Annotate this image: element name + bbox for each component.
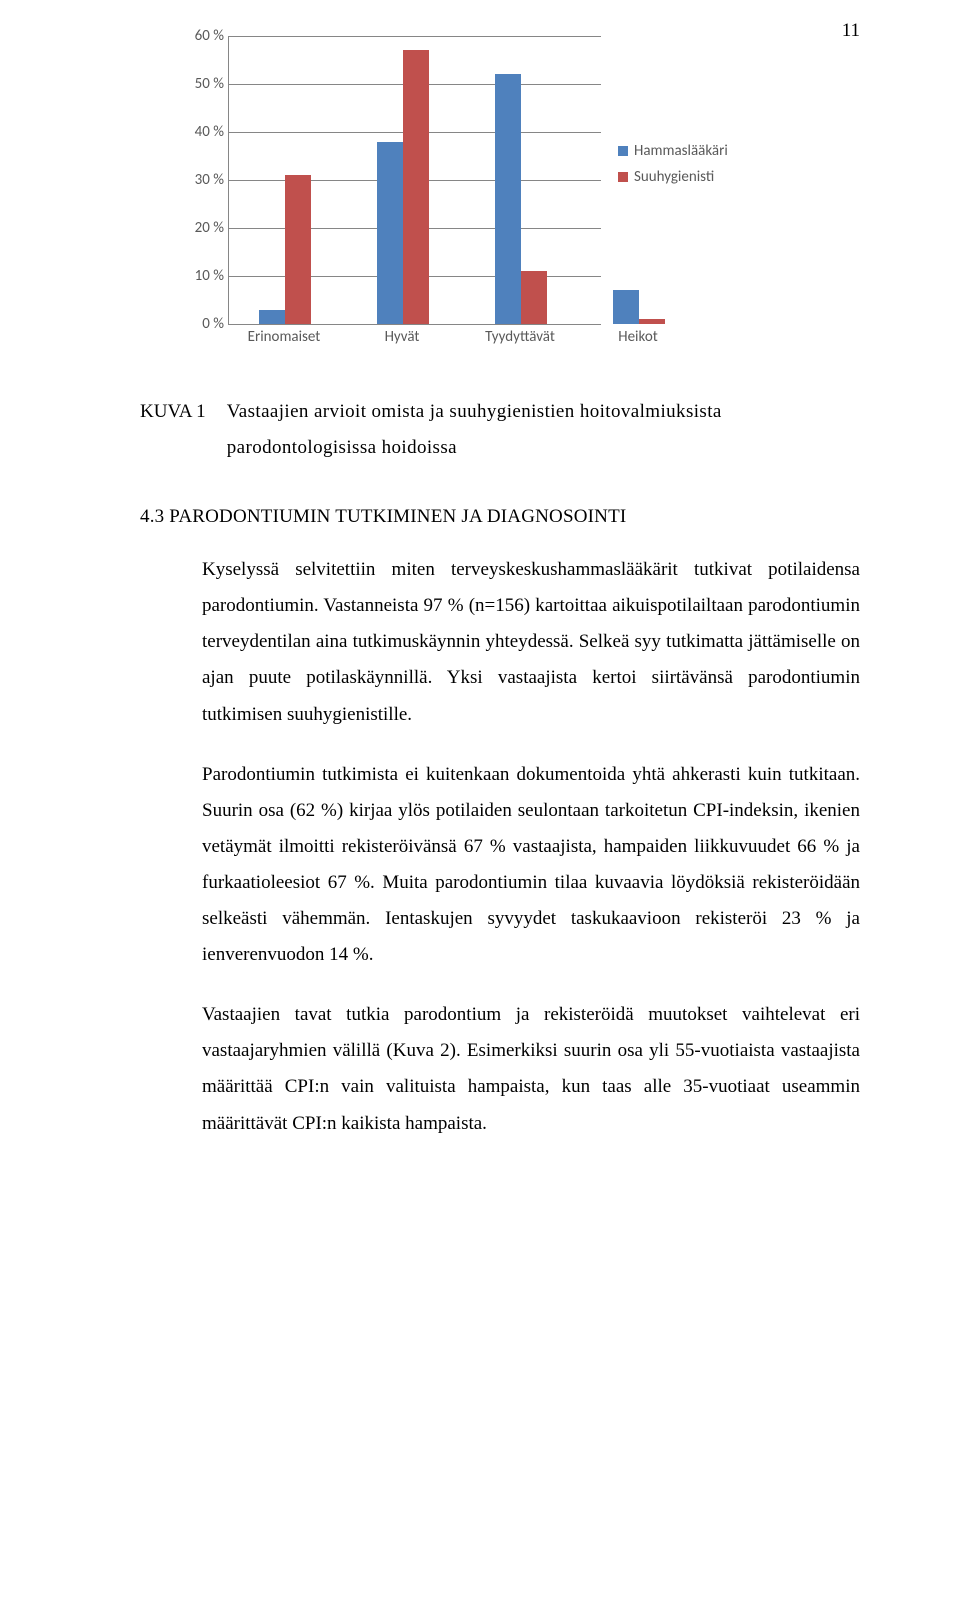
chart-gridline — [229, 36, 601, 37]
legend-item: Hammaslääkäri — [618, 142, 728, 160]
chart-ytick: 20 % — [180, 219, 224, 237]
paragraph: Parodontiumin tutkimista ei kuitenkaan d… — [202, 757, 860, 974]
chart-ytick: 30 % — [180, 171, 224, 189]
chart-plot — [228, 36, 601, 325]
body-text: Kyselyssä selvitettiin miten terveyskesk… — [202, 552, 860, 1141]
paragraph: Vastaajien tavat tutkia parodontium ja r… — [202, 997, 860, 1141]
chart-bar — [259, 310, 285, 324]
chart-bar — [639, 319, 665, 324]
chart-legend: Hammaslääkäri Suuhygienisti — [618, 142, 728, 194]
legend-label: Hammaslääkäri — [634, 142, 728, 160]
chart-ytick: 10 % — [180, 267, 224, 285]
legend-swatch — [618, 146, 628, 156]
chart-ytick: 0 % — [180, 315, 224, 333]
chart-bar — [521, 271, 547, 324]
page: 11 Hammaslääkäri Suuhygienisti 0 % 10 % 20 … — [0, 0, 960, 1226]
figure-caption: KUVA 1 Vastaajien arvioit omista ja suuh… — [140, 394, 860, 466]
chart-ytick: 40 % — [180, 123, 224, 141]
chart-bar — [403, 50, 429, 324]
caption-text: Vastaajien arvioit omista ja suuhygienis… — [227, 394, 847, 466]
chart-xtick: Heikot — [618, 328, 658, 346]
paragraph: Kyselyssä selvitettiin miten terveyskesk… — [202, 552, 860, 732]
caption-label: KUVA 1 — [140, 394, 222, 430]
chart-bar — [613, 290, 639, 324]
chart-bar — [285, 175, 311, 324]
page-number: 11 — [842, 20, 860, 42]
chart-xtick: Hyvät — [385, 328, 420, 346]
chart-ytick: 50 % — [180, 75, 224, 93]
chart: Hammaslääkäri Suuhygienisti 0 % 10 % 20 % 30… — [180, 36, 740, 376]
section-heading: 4.3 PARODONTIUMIN TUTKIMINEN JA DIAGNOSO… — [140, 506, 860, 528]
legend-item: Suuhygienisti — [618, 168, 728, 186]
chart-bar — [495, 74, 521, 324]
legend-swatch — [618, 172, 628, 182]
chart-xtick: Tyydyttävät — [485, 328, 555, 346]
chart-ytick: 60 % — [180, 27, 224, 45]
chart-bar — [377, 142, 403, 324]
legend-label: Suuhygienisti — [634, 168, 714, 186]
chart-xtick: Erinomaiset — [248, 328, 321, 346]
